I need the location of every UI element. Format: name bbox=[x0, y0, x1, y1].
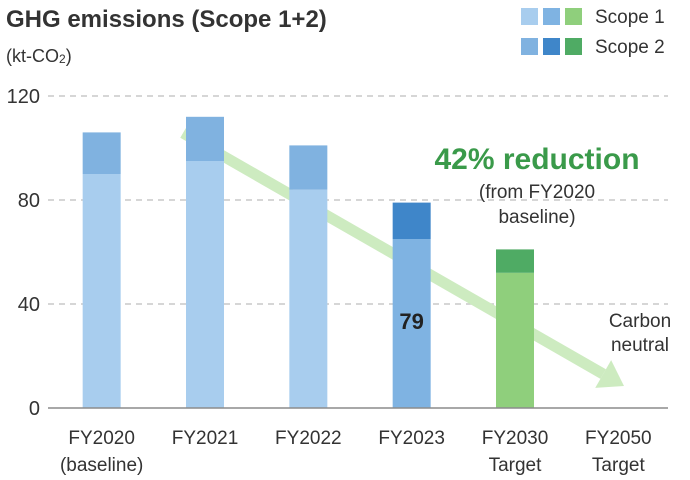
reduction-note-line2: baseline) bbox=[498, 207, 575, 228]
legend-swatch bbox=[521, 8, 538, 25]
bars: 79 bbox=[82, 116, 534, 408]
bar-scope-2 bbox=[496, 249, 534, 273]
bar-scope-1 bbox=[186, 161, 224, 408]
carbon-neutral-line1: Carbon bbox=[609, 311, 671, 332]
legend-label: Scope 2 bbox=[595, 37, 665, 58]
trend-arrow-head bbox=[595, 360, 624, 388]
bar-scope-1 bbox=[392, 239, 431, 408]
bar-scope-2 bbox=[82, 132, 121, 174]
gridlines: 0 40 80 120 bbox=[7, 86, 668, 420]
bar-scope-2 bbox=[392, 202, 431, 239]
bar-scope-2 bbox=[289, 145, 328, 190]
y-tick-label: 40 bbox=[18, 294, 40, 316]
unit-label: (kt-CO2) bbox=[6, 46, 72, 66]
x-tick-label-sub: Target bbox=[592, 455, 646, 476]
x-tick-label: FY2030 bbox=[482, 428, 549, 449]
x-tick-label-sub: Target bbox=[489, 455, 543, 476]
x-tick-label-sub: (baseline) bbox=[60, 455, 143, 476]
bar-scope-1 bbox=[289, 189, 328, 408]
reduction-annotation: 42% reduction bbox=[434, 143, 639, 176]
x-tick-label: FY2050 bbox=[585, 428, 652, 449]
legend-label: Scope 1 bbox=[595, 7, 665, 28]
carbon-neutral-line2: neutral bbox=[611, 335, 669, 356]
y-tick-label: 0 bbox=[29, 398, 40, 420]
legend-swatch bbox=[565, 8, 582, 25]
bar-scope-1 bbox=[82, 174, 121, 408]
reduction-note-line1: (from FY2020 bbox=[479, 182, 595, 203]
legend-swatch bbox=[543, 8, 560, 25]
axis: FY2020 (baseline) FY2021 FY2022 FY2023 FY2030… bbox=[48, 407, 668, 476]
y-tick-label: 80 bbox=[18, 190, 40, 212]
x-tick-label: FY2023 bbox=[378, 428, 445, 449]
unit-label-main: (kt-CO bbox=[6, 46, 59, 66]
x-tick-label: FY2022 bbox=[275, 428, 342, 449]
unit-label-subscript: 2 bbox=[59, 52, 66, 66]
legend-swatch bbox=[521, 38, 538, 55]
legend: Scope 1 Scope 2 bbox=[521, 7, 665, 58]
legend-swatch bbox=[565, 38, 582, 55]
chart-title: GHG emissions (Scope 1+2) bbox=[6, 6, 327, 33]
legend-swatch bbox=[543, 38, 560, 55]
x-tick-label: FY2020 bbox=[68, 428, 135, 449]
bar-scope-1 bbox=[496, 272, 534, 408]
x-tick-label: FY2021 bbox=[172, 428, 239, 449]
bar-scope-2 bbox=[186, 116, 224, 161]
unit-label-close: ) bbox=[66, 46, 72, 66]
data-label: 79 bbox=[399, 309, 423, 334]
y-tick-label: 120 bbox=[7, 86, 40, 108]
